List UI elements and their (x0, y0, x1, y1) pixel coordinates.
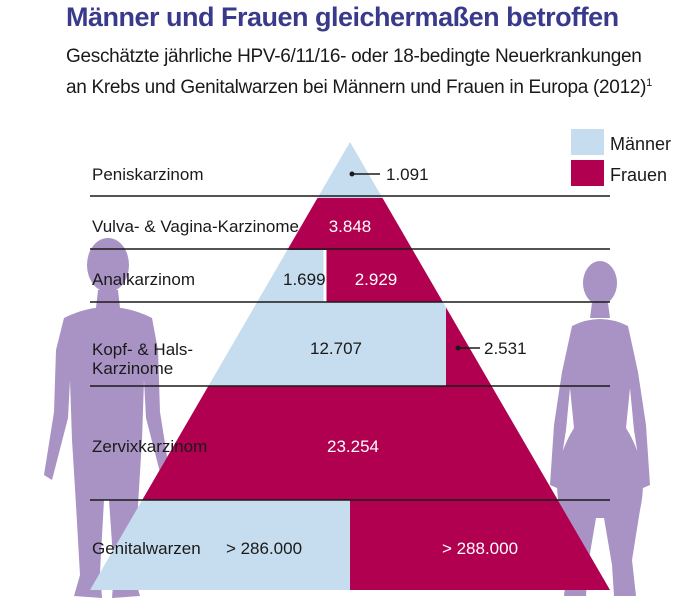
peniskarzinom-callout (349, 171, 380, 177)
category-label-kopf-hals: Kopf- & Hals-Karzinome (92, 340, 193, 378)
category-label-kopf-hals-line-2: Karzinome (92, 359, 173, 378)
legend-label-maenner: Männer (610, 134, 671, 154)
category-label-zervixkarzinom: Zervixkarzinom (92, 437, 207, 456)
footnote-marker: 1 (646, 77, 652, 89)
category-label-kopf-hals-line-1: Kopf- & Hals- (92, 340, 193, 359)
legend-label-frauen: Frauen (610, 165, 667, 185)
row-dividers (90, 195, 610, 501)
value-genitalwarzen-frauen: > 288.000 (442, 539, 518, 558)
female-silhouette-icon (550, 261, 650, 596)
value-kopf-hals-frauen: 2.531 (484, 339, 527, 358)
value-vulva-vagina-frauen: 3.848 (329, 217, 372, 236)
legend-swatch-maenner (571, 129, 604, 155)
subtitle: Geschätzte jährliche HPV-6/11/16- oder 1… (66, 44, 652, 101)
subtitle-line-2: an Krebs und Genitalwarzen bei Männern u… (66, 77, 647, 98)
value-kopf-hals-maenner: 12.707 (310, 339, 362, 358)
legend-swatch-frauen (571, 160, 604, 186)
category-label-peniskarzinom: Peniskarzinom (92, 165, 204, 184)
legend: Männer Frauen (571, 129, 671, 186)
subtitle-line-1: Geschätzte jährliche HPV-6/11/16- oder 1… (66, 46, 642, 67)
category-label-genitalwarzen: Genitalwarzen (92, 539, 201, 558)
value-anal-frauen: 2.929 (355, 270, 398, 289)
value-zervix-frauen: 23.254 (327, 437, 379, 456)
kopf-hals-frauen-callout (455, 345, 480, 351)
category-label-analkarzinom: Analkarzinom (92, 270, 195, 289)
category-label-vulva-vagina: Vulva- & Vagina-Karzinome (92, 217, 299, 236)
value-genitalwarzen-maenner: > 286.000 (226, 539, 302, 558)
male-silhouette-icon (44, 238, 170, 598)
page-title: Männer und Frauen gleichermaßen betroffe… (66, 2, 619, 32)
value-anal-maenner: 1.699 (283, 270, 326, 289)
value-peniskarzinom-maenner: 1.091 (386, 165, 429, 184)
